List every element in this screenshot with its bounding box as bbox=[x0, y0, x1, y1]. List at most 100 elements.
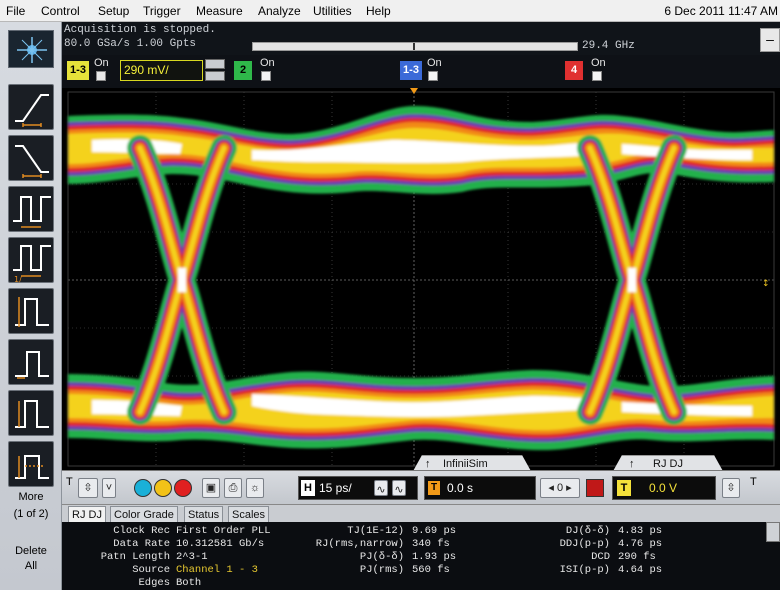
delete-all-label: All bbox=[24, 560, 38, 572]
more-button[interactable]: More (1 of 2) bbox=[0, 483, 62, 533]
tab-color-grade[interactable]: Color Grade bbox=[110, 506, 178, 523]
result-value: 4.83 ps bbox=[618, 525, 663, 537]
result-label: PJ(rms) bbox=[359, 564, 404, 576]
color-yellow-button[interactable] bbox=[154, 479, 172, 497]
horizontal-position-field[interactable]: T 0.0 s bbox=[424, 476, 536, 500]
result-value: 290 fs bbox=[618, 551, 656, 563]
result-value: 560 fs bbox=[412, 564, 450, 576]
channel-4-badge[interactable]: 4 bbox=[565, 61, 583, 80]
controls-bar: T ⇳ ˅ ▣ ⎙ ☼ H 15 ps/ ∿ ∿ T 0.0 s ◂ 0 ▸ T… bbox=[62, 470, 780, 504]
eye-diagram: ↕ bbox=[67, 88, 775, 467]
channel-1-scale[interactable]: 290 mV/ bbox=[120, 60, 203, 81]
channel-2-on-label: On bbox=[260, 57, 275, 69]
rise-time-measure-icon[interactable] bbox=[8, 84, 54, 130]
sun-icon[interactable]: ☼ bbox=[246, 478, 264, 498]
trigger-icon: T bbox=[66, 476, 73, 488]
horizontal-icon: H bbox=[301, 480, 315, 496]
trigger-level-stepper[interactable]: ⇳ bbox=[722, 478, 740, 498]
acquisition-marker bbox=[413, 43, 415, 50]
print-icon[interactable]: ⎙ bbox=[224, 478, 242, 498]
result-value: 2^3-1 bbox=[176, 551, 208, 563]
bandwidth-readout: 29.4 GHz bbox=[582, 40, 635, 52]
result-label: Clock Rec bbox=[113, 525, 170, 537]
channel-2-badge[interactable]: 2 bbox=[234, 61, 252, 80]
channel-4-on-label: On bbox=[591, 57, 606, 69]
base-measure-icon[interactable] bbox=[8, 441, 54, 487]
scope-logo-icon[interactable] bbox=[8, 30, 54, 68]
menu-utilities[interactable]: Utilities bbox=[313, 4, 352, 18]
result-value: 4.64 ps bbox=[618, 564, 663, 576]
menu-bar: File Control Setup Trigger Measure Analy… bbox=[0, 0, 780, 22]
trigger-level-value: 0.0 V bbox=[649, 481, 678, 495]
horizontal-position-value: 0.0 s bbox=[447, 481, 474, 495]
result-label: ISI(p-p) bbox=[559, 564, 610, 576]
channel-1-on-label: On bbox=[94, 57, 109, 69]
result-value: 340 fs bbox=[412, 538, 450, 550]
position-stepper[interactable]: ◂ 0 ▸ bbox=[540, 478, 580, 498]
result-label: TJ(1E-12) bbox=[347, 525, 404, 537]
more-label: More bbox=[18, 491, 44, 503]
jitter-results-panel: Clock Rec First Order PLL Data Rate 10.3… bbox=[62, 522, 780, 590]
channel-3-checkbox[interactable] bbox=[428, 71, 438, 81]
right-arrow-icon: ▸ bbox=[566, 482, 572, 494]
zoom-in-icon[interactable]: ∿ bbox=[392, 480, 406, 496]
fall-time-measure-icon[interactable] bbox=[8, 135, 54, 181]
channel-1-checkbox[interactable] bbox=[96, 71, 106, 81]
sample-rate: 80.0 GSa/s 1.00 Gpts bbox=[64, 38, 197, 50]
zoom-out-icon[interactable]: ∿ bbox=[374, 480, 388, 496]
channel-1-settings-icon[interactable] bbox=[205, 71, 225, 81]
results-scroll-handle[interactable] bbox=[766, 522, 780, 542]
channel-ground-marker: ↕ bbox=[762, 279, 770, 289]
waveform-graticule[interactable]: ↕ bbox=[62, 88, 780, 470]
result-label: Data Rate bbox=[113, 538, 170, 550]
amplitude-measure-icon[interactable] bbox=[8, 390, 54, 436]
minimize-icon[interactable]: – bbox=[760, 28, 780, 52]
result-value: Both bbox=[176, 577, 202, 589]
up-arrow-icon: ↑ bbox=[425, 458, 431, 470]
menu-control[interactable]: Control bbox=[41, 4, 80, 18]
more-page-label: (1 of 2) bbox=[13, 508, 49, 520]
horizontal-scale-field[interactable]: H 15 ps/ bbox=[298, 476, 418, 500]
menu-file[interactable]: File bbox=[6, 4, 26, 18]
trigger-source-icon[interactable] bbox=[586, 479, 604, 497]
color-red-button[interactable] bbox=[174, 479, 192, 497]
result-label: DDJ(p-p) bbox=[559, 538, 610, 550]
result-label: DCD bbox=[591, 551, 610, 563]
channel-1-badge[interactable]: 1-3 bbox=[67, 61, 89, 80]
up-arrow-icon: ↑ bbox=[629, 458, 635, 470]
menu-analyze[interactable]: Analyze bbox=[258, 4, 301, 18]
svg-text:1/: 1/ bbox=[14, 275, 22, 284]
trigger-dropdown-icon[interactable]: ˅ bbox=[102, 478, 116, 498]
top-measure-icon[interactable] bbox=[8, 339, 54, 385]
delete-all-button[interactable]: Delete All bbox=[0, 544, 62, 590]
frequency-measure-icon[interactable]: 1/ bbox=[8, 237, 54, 284]
tab-status[interactable]: Status bbox=[184, 506, 224, 523]
tab-rjdj[interactable]: RJ DJ bbox=[68, 506, 106, 523]
channel-3-badge[interactable]: 1-3 bbox=[400, 61, 422, 80]
acquisition-memory-bar bbox=[252, 42, 578, 51]
rjdj-tab-label: RJ DJ bbox=[653, 458, 683, 470]
tab-scales[interactable]: Scales bbox=[228, 506, 270, 523]
channel-2-checkbox[interactable] bbox=[261, 71, 271, 81]
result-value: 4.76 ps bbox=[618, 538, 663, 550]
menu-setup[interactable]: Setup bbox=[98, 4, 130, 18]
acquisition-status-bar: Acquisition is stopped. 80.0 GSa/s 1.00 … bbox=[62, 22, 780, 55]
channel-4-checkbox[interactable] bbox=[592, 71, 602, 81]
menu-measure[interactable]: Measure bbox=[196, 4, 243, 18]
trigger-mode-stepper[interactable]: ⇳ bbox=[78, 478, 98, 498]
positive-width-measure-icon[interactable] bbox=[8, 288, 54, 334]
period-measure-icon[interactable] bbox=[8, 186, 54, 232]
acquisition-status: Acquisition is stopped. bbox=[64, 24, 216, 36]
result-label: RJ(rms,narrow) bbox=[315, 538, 404, 550]
color-cyan-button[interactable] bbox=[134, 479, 152, 497]
menu-trigger[interactable]: Trigger bbox=[143, 4, 181, 18]
channel-1-coupling-icon[interactable] bbox=[205, 59, 225, 69]
result-value: 10.312581 Gb/s bbox=[176, 538, 265, 550]
rjdj-tab[interactable]: ↑ RJ DJ bbox=[612, 455, 724, 473]
trigger-level-field[interactable]: T 0.0 V bbox=[612, 476, 716, 500]
window-icon[interactable]: ▣ bbox=[202, 478, 220, 498]
result-value: First Order PLL bbox=[176, 525, 271, 537]
infinisim-tab[interactable]: ↑ InfiniiSim bbox=[412, 455, 532, 473]
menu-help[interactable]: Help bbox=[366, 4, 391, 18]
